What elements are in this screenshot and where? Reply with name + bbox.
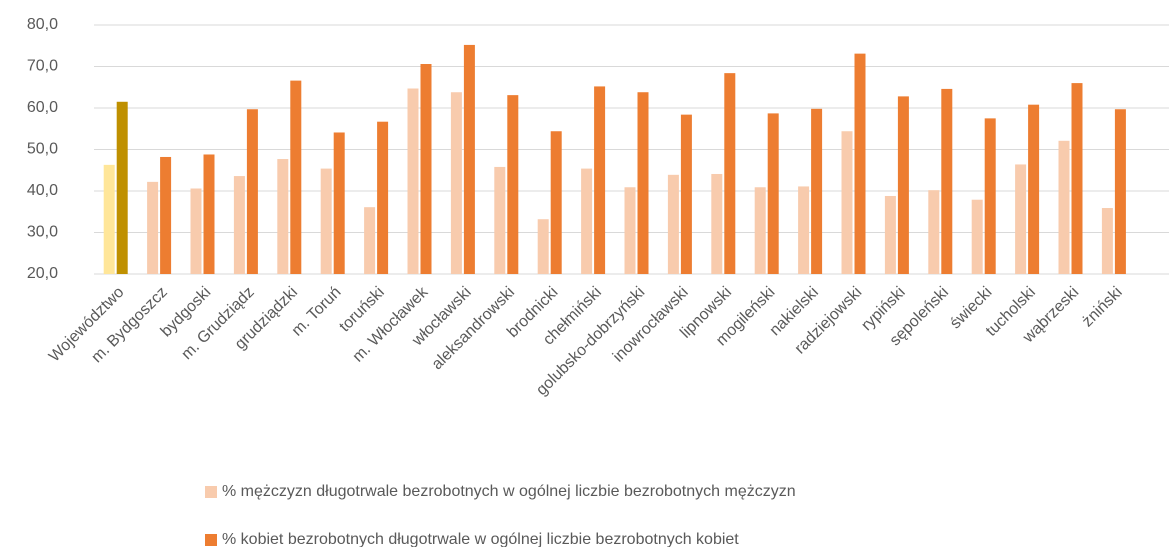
y-tick-label: 70,0 bbox=[27, 58, 58, 75]
bar bbox=[407, 88, 419, 275]
bar bbox=[680, 114, 692, 274]
bar bbox=[581, 168, 593, 274]
legend-swatch bbox=[205, 534, 217, 546]
x-tick-label: Województwo bbox=[46, 284, 128, 366]
legend-label: % kobiet bezrobotnych długotrwale w ogól… bbox=[222, 531, 739, 547]
bar bbox=[1114, 109, 1126, 275]
y-tick-label: 40,0 bbox=[27, 182, 58, 199]
bar bbox=[841, 131, 853, 274]
y-tick-label: 30,0 bbox=[27, 224, 58, 241]
bar bbox=[854, 53, 866, 275]
bar bbox=[233, 176, 245, 274]
bar bbox=[667, 174, 679, 274]
bar bbox=[884, 195, 896, 274]
bar bbox=[320, 168, 332, 274]
bar bbox=[711, 173, 723, 274]
bar bbox=[811, 108, 823, 274]
bar bbox=[984, 118, 996, 274]
bar bbox=[246, 109, 258, 275]
bar bbox=[450, 92, 462, 274]
bar bbox=[463, 44, 475, 274]
bar bbox=[1015, 164, 1027, 274]
bar bbox=[724, 73, 736, 274]
bar bbox=[333, 132, 345, 274]
bar bbox=[624, 187, 636, 274]
bar bbox=[754, 187, 766, 274]
y-tick-label: 20,0 bbox=[27, 265, 58, 282]
bar bbox=[1101, 208, 1113, 274]
bar bbox=[420, 64, 432, 274]
bar bbox=[1071, 83, 1083, 274]
bar bbox=[160, 156, 172, 274]
bar bbox=[897, 96, 909, 274]
bar bbox=[971, 199, 983, 274]
bar bbox=[377, 121, 389, 274]
x-tick-label: inowrocławski bbox=[610, 284, 692, 366]
bar bbox=[941, 88, 953, 274]
bar bbox=[203, 154, 215, 274]
bar bbox=[928, 190, 940, 274]
y-tick-label: 50,0 bbox=[27, 141, 58, 158]
bar bbox=[290, 80, 302, 274]
bar bbox=[277, 159, 289, 274]
bar bbox=[116, 101, 128, 275]
bar bbox=[1058, 140, 1070, 274]
bar bbox=[494, 166, 506, 274]
bar bbox=[364, 207, 376, 274]
bar bbox=[798, 186, 810, 274]
bar bbox=[550, 131, 562, 274]
bar bbox=[594, 86, 606, 274]
x-tick-label: m. Włocławek bbox=[350, 283, 433, 366]
bar bbox=[1028, 104, 1040, 275]
legend-label: % mężczyzn długotrwale bezrobotnych w og… bbox=[222, 483, 796, 500]
x-tick-label: żniński bbox=[1079, 284, 1126, 331]
x-tick-label: m. Bydgoszcz bbox=[88, 284, 170, 366]
bar bbox=[537, 219, 549, 274]
y-tick-label: 80,0 bbox=[27, 16, 58, 33]
bar bbox=[637, 92, 649, 274]
bar bbox=[190, 188, 202, 274]
legend-swatch bbox=[205, 486, 217, 498]
bar bbox=[147, 181, 159, 274]
bar bbox=[103, 164, 115, 274]
y-tick-label: 60,0 bbox=[27, 99, 58, 116]
bar bbox=[767, 113, 779, 275]
bar bbox=[507, 95, 519, 274]
